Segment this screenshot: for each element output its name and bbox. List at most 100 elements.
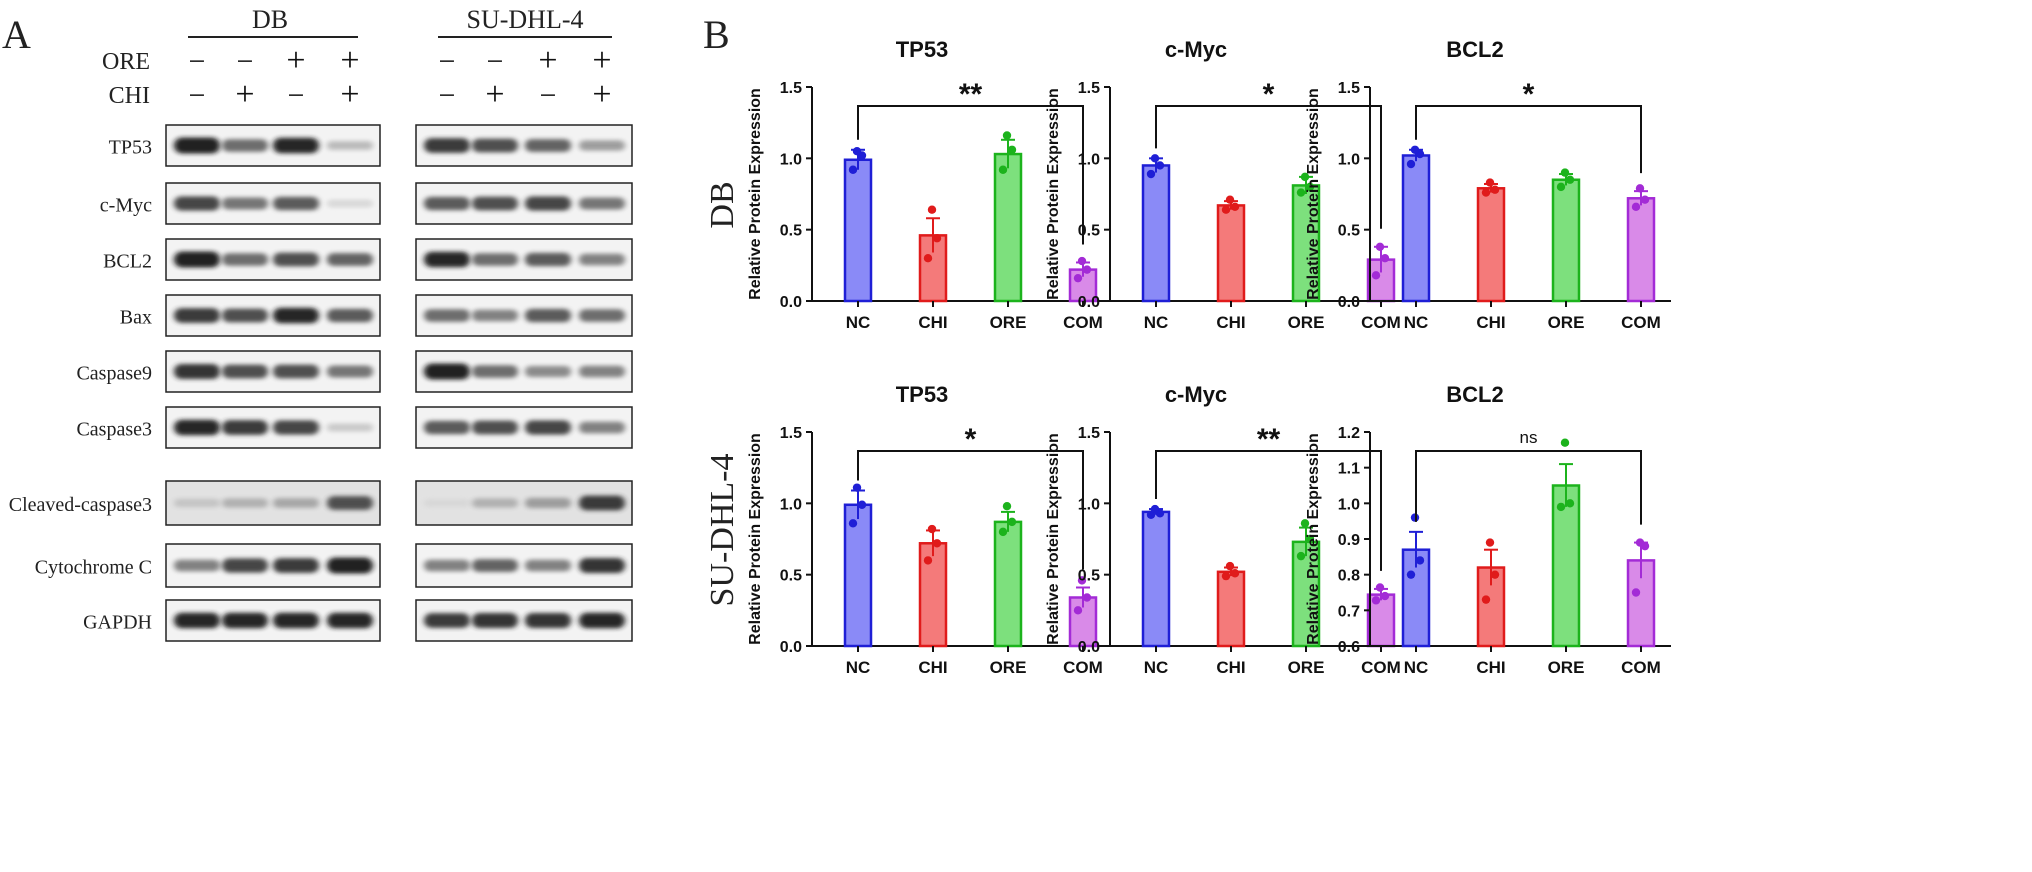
chart-title: c-Myc	[1165, 382, 1227, 407]
blot-band	[174, 612, 220, 629]
y-tick-label: 0.6	[1338, 639, 1360, 656]
treatment-sign: −	[439, 45, 456, 78]
blot-band	[472, 498, 518, 508]
y-axis-label: Relative Protein Expression	[1045, 433, 1062, 645]
data-point	[1410, 145, 1420, 154]
blot-band	[424, 613, 470, 628]
data-point	[998, 165, 1008, 174]
bar	[1216, 570, 1246, 648]
blot-band	[579, 309, 625, 322]
panel-a-letter: A	[2, 12, 31, 57]
blot-band	[579, 557, 625, 574]
blot-band	[327, 253, 373, 266]
blot-band	[222, 364, 268, 379]
y-tick-label: 1.2	[1338, 425, 1360, 442]
blot-band	[525, 612, 571, 629]
x-tick-label: CHI	[1476, 658, 1505, 677]
blot-band	[273, 364, 319, 379]
blot-band	[273, 252, 319, 267]
data-point	[1077, 256, 1087, 266]
x-tick-label: COM	[1063, 658, 1103, 677]
blot-band	[472, 253, 518, 266]
data-point	[1481, 188, 1491, 197]
blot-band	[525, 420, 571, 435]
western-blot-panel: A DB SU-DHL-4 ORE CHI − − + + − − + +− + − + − + − + T…	[2, 5, 633, 642]
blot-band	[327, 496, 373, 510]
data-point	[1082, 265, 1092, 274]
data-point	[1221, 205, 1231, 214]
x-tick-label: COM	[1621, 658, 1661, 677]
bar	[1216, 204, 1246, 303]
y-tick-label: 0.5	[780, 223, 802, 240]
treatment-sign: −	[237, 45, 254, 78]
bar-chart-panel: B DB SU-DHL-4 TP53 Relative Protein Expre…	[703, 12, 1671, 677]
blot-band	[273, 196, 319, 211]
blot-band	[174, 363, 220, 380]
blot-label: GAPDH	[83, 612, 152, 634]
blot-band	[579, 197, 625, 210]
data-point	[1150, 504, 1160, 514]
treatment-sign: +	[592, 42, 611, 79]
significance-bracket	[1155, 450, 1382, 571]
data-point	[1380, 591, 1390, 601]
blot-band	[472, 138, 518, 153]
bar-chart: TP53 Relative Protein Expression 0.0 0.5 1.0…	[747, 37, 1113, 332]
y-tick-label: 1.0	[780, 151, 802, 168]
x-tick-label: NC	[1404, 313, 1429, 332]
bar	[1401, 154, 1431, 303]
blot-band	[579, 495, 625, 511]
data-point	[1556, 502, 1566, 512]
blot-band	[525, 196, 571, 211]
data-point	[1640, 195, 1650, 204]
blot-label: Cleaved-caspase3	[9, 494, 152, 516]
data-point	[1560, 168, 1570, 177]
data-point	[1565, 175, 1575, 184]
treatment-sign: +	[485, 76, 504, 113]
blot-band	[222, 139, 268, 152]
blot-band	[174, 308, 220, 323]
bar	[993, 520, 1023, 648]
bar	[1476, 187, 1506, 303]
blot-band	[424, 138, 470, 153]
blot-band	[424, 196, 470, 211]
x-tick-label: NC	[1144, 313, 1169, 332]
data-point	[1485, 538, 1495, 547]
treatment-sign: +	[340, 42, 359, 79]
data-point	[1406, 570, 1416, 579]
bar	[1551, 178, 1581, 303]
data-point	[1155, 161, 1165, 170]
blot-band	[472, 365, 518, 378]
y-tick-label: 1.0	[1078, 496, 1100, 513]
x-tick-label: ORE	[1288, 313, 1325, 332]
blot-band	[273, 498, 319, 508]
blot-rows: TP53 c-Myc BCL2 Bax Caspase9 Caspase3 Cleaved-…	[9, 124, 633, 642]
data-point	[1631, 202, 1641, 212]
data-point	[927, 524, 937, 534]
bar	[1626, 197, 1656, 303]
blot-label: Bax	[120, 307, 152, 329]
x-tick-label: COM	[1063, 313, 1103, 332]
blot-band	[327, 557, 373, 574]
y-tick-label: 0.0	[1338, 294, 1360, 311]
y-tick-label: 0.8	[1338, 568, 1360, 585]
blot-band	[525, 252, 571, 267]
blot-band	[472, 196, 518, 211]
data-point	[1485, 178, 1495, 187]
significance-label: **	[1257, 423, 1281, 456]
y-tick-label: 0.7	[1338, 603, 1360, 620]
x-tick-label: CHI	[1216, 658, 1245, 677]
data-point	[1490, 185, 1500, 194]
data-point	[998, 527, 1008, 537]
bar-chart: c-Myc Relative Protein Expression 0.0 0.5 1.…	[1045, 382, 1411, 677]
data-point	[857, 500, 867, 509]
treatment-sign: +	[538, 42, 557, 79]
y-axis-label: Relative Protein Expression	[1305, 88, 1322, 300]
treatment-sign: +	[286, 42, 305, 79]
blot-band	[222, 253, 268, 266]
treatment-sign: −	[189, 79, 206, 112]
x-tick-label: NC	[1144, 658, 1169, 677]
chart-title: TP53	[896, 382, 949, 407]
treatment-sign: −	[288, 79, 305, 112]
bar	[843, 158, 873, 303]
blot-band	[174, 559, 220, 572]
